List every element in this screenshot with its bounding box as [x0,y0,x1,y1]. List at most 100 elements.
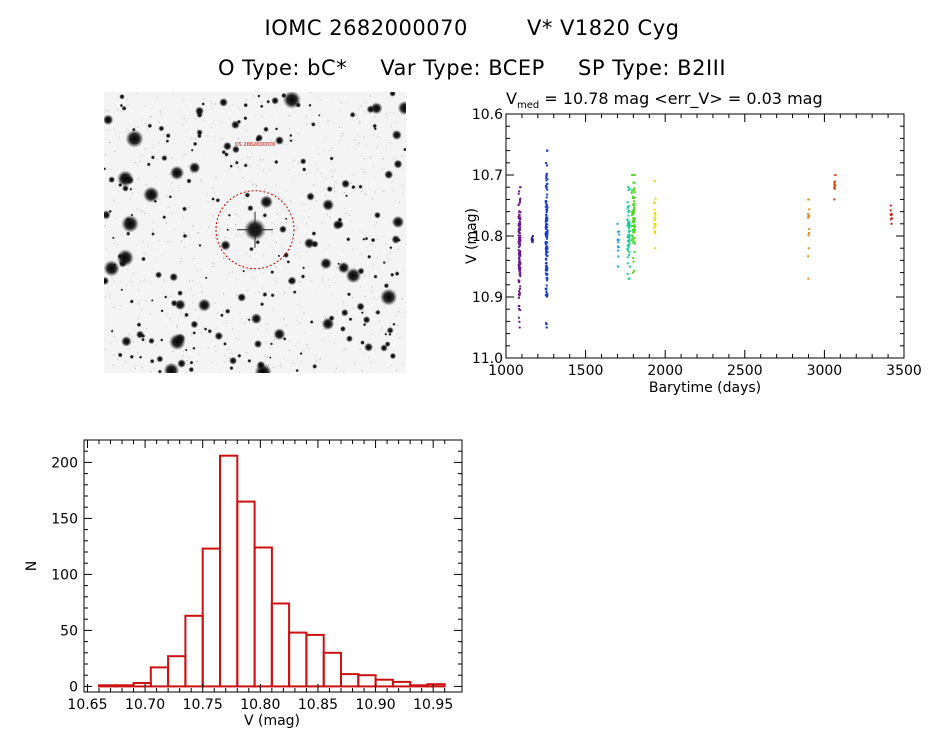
data-point [519,211,522,214]
sky-noise [193,294,195,296]
star [341,308,349,317]
star [198,243,202,247]
sky-noise [327,279,329,281]
star [204,276,208,280]
sky-noise [220,228,222,230]
sky-noise [264,95,266,98]
sky-noise [394,290,396,292]
sky-noise [263,272,265,274]
sky-noise [306,123,308,125]
sky-noise [163,133,165,135]
sky-noise [401,155,403,157]
sky-noise [165,279,167,281]
sky-noise [127,170,129,172]
sky-noise [214,103,217,105]
sky-noise [303,312,305,314]
data-point [545,290,548,293]
data-point [628,238,631,241]
data-point [626,272,629,275]
sky-noise [224,209,227,211]
sky-noise [149,281,151,283]
sky-noise [231,352,233,354]
sky-noise [224,355,226,357]
sky-noise [134,163,136,165]
sky-noise [210,126,213,128]
sky-noise [330,332,332,334]
data-point [546,236,549,239]
star [197,133,202,139]
sky-noise [137,352,139,354]
data-point [627,277,630,280]
sky-noise [364,275,366,277]
sky-noise [266,163,268,165]
star [121,336,132,347]
data-point [531,236,533,239]
sky-noise [378,308,380,310]
data-point [632,231,635,234]
sky-noise [338,126,341,128]
x-tick-label: 3000 [807,363,843,379]
sky-noise [124,351,126,354]
sky-noise [235,223,237,226]
sky-noise [158,239,160,241]
sky-noise [359,229,361,231]
star [393,159,403,169]
sky-noise [369,95,371,97]
data-point [519,234,521,237]
sky-noise [273,339,276,341]
sky-noise [192,280,194,282]
sky-noise [343,214,345,216]
sky-noise [167,241,169,243]
star [289,133,293,138]
star [229,356,238,365]
sky-noise [225,253,228,256]
sky-noise [321,222,323,224]
sky-noise [390,364,392,366]
sky-noise [363,309,365,312]
sky-noise [374,225,376,227]
sky-noise [215,177,217,179]
sky-noise [327,119,329,122]
sky-noise [276,286,278,288]
sky-noise [231,104,233,106]
sky-noise [162,278,164,280]
sky-noise [223,312,225,314]
data-point [807,247,810,250]
sky-noise [399,307,401,309]
star [147,123,153,129]
histogram-bar [184,614,204,688]
sky-noise [169,173,171,175]
sky-noise [324,316,327,318]
star [104,167,107,171]
sky-noise [266,341,268,343]
data-point [627,211,630,213]
sky-noise [145,327,148,330]
star [229,366,234,371]
star [257,94,261,98]
data-point [632,225,634,228]
star [188,366,195,373]
sky-noise [131,192,133,194]
sky-noise [331,175,333,178]
sky-noise [180,258,182,260]
sky-noise [215,345,217,347]
sky-noise [378,354,380,356]
sky-noise [168,361,170,363]
sky-noise [288,115,290,117]
sky-noise [310,191,313,194]
star [384,170,394,180]
data-point [631,235,634,238]
sky-noise [354,363,356,365]
sky-noise [225,322,228,324]
star [149,358,155,364]
sky-noise [290,200,292,202]
data-point [546,229,549,232]
data-point [808,228,811,231]
sky-noise [393,257,396,260]
data-point [545,219,548,222]
sky-noise [329,216,331,218]
data-point [519,238,522,241]
sky-noise [398,311,400,313]
sky-noise [323,328,325,330]
